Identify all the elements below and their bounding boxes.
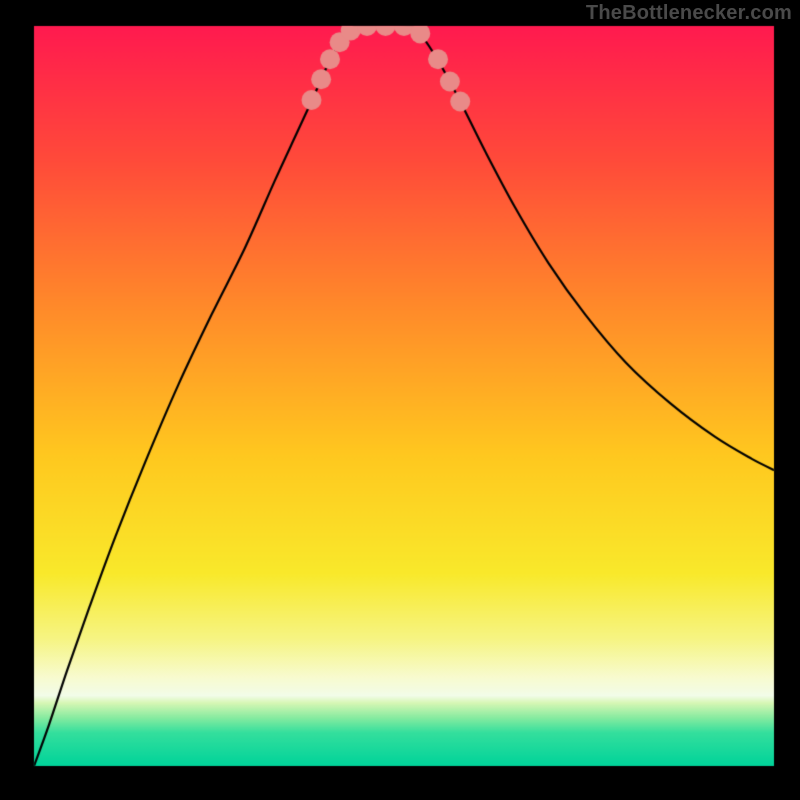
points-canvas bbox=[0, 0, 800, 800]
chart-stage: TheBottlenecker.com bbox=[0, 0, 800, 800]
